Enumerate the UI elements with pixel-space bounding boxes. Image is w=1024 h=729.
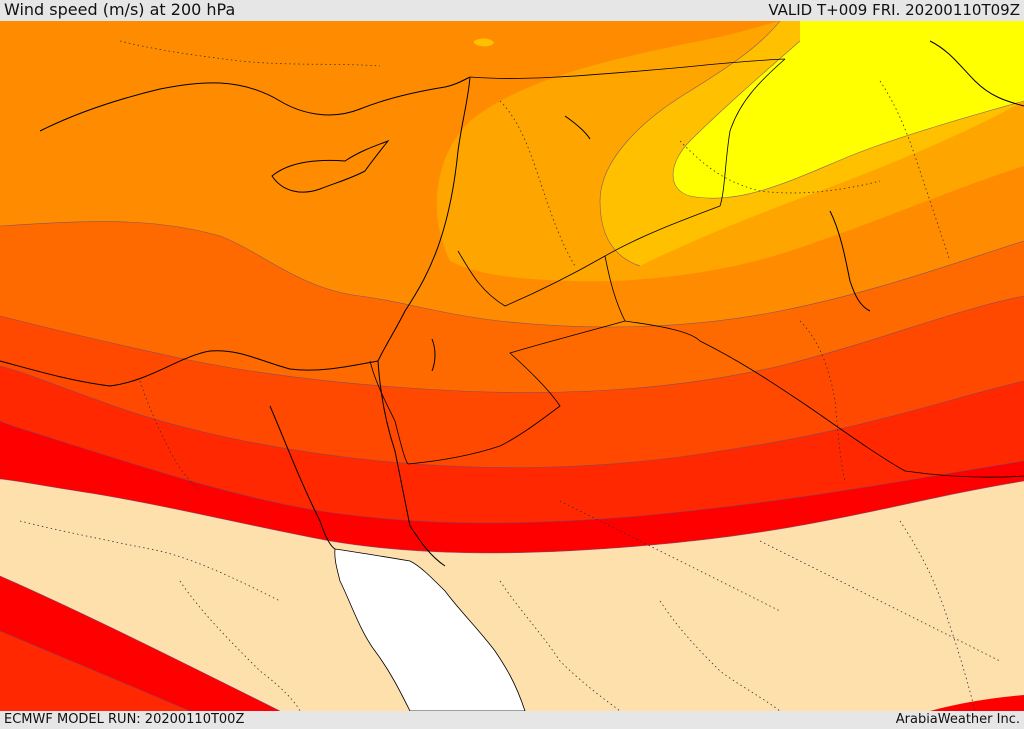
patch-gold-small <box>474 38 494 47</box>
admin-borders <box>19 40 1001 711</box>
map-title: Wind speed (m/s) at 200 hPa <box>4 0 236 19</box>
model-run: ECMWF MODEL RUN: 20200110T00Z <box>4 712 245 727</box>
band-se-red <box>930 695 1024 711</box>
coastlines <box>0 40 1024 567</box>
valid-time: VALID T+009 FRI. 20200110T09Z <box>768 1 1020 19</box>
cyprus-outline <box>271 139 390 193</box>
header-bar: Wind speed (m/s) at 200 hPa VALID T+009 … <box>0 0 1024 21</box>
patch-orange-small <box>276 85 302 100</box>
wind-speed-map[interactable] <box>0 21 1024 711</box>
footer-bar: ECMWF MODEL RUN: 20200110T00Z ArabiaWeat… <box>0 711 1024 729</box>
credit: ArabiaWeather Inc. <box>895 712 1020 727</box>
band-yellow <box>673 21 1024 199</box>
contour-lines <box>0 21 1024 711</box>
country-borders <box>369 58 1024 478</box>
red-sea <box>334 548 526 711</box>
